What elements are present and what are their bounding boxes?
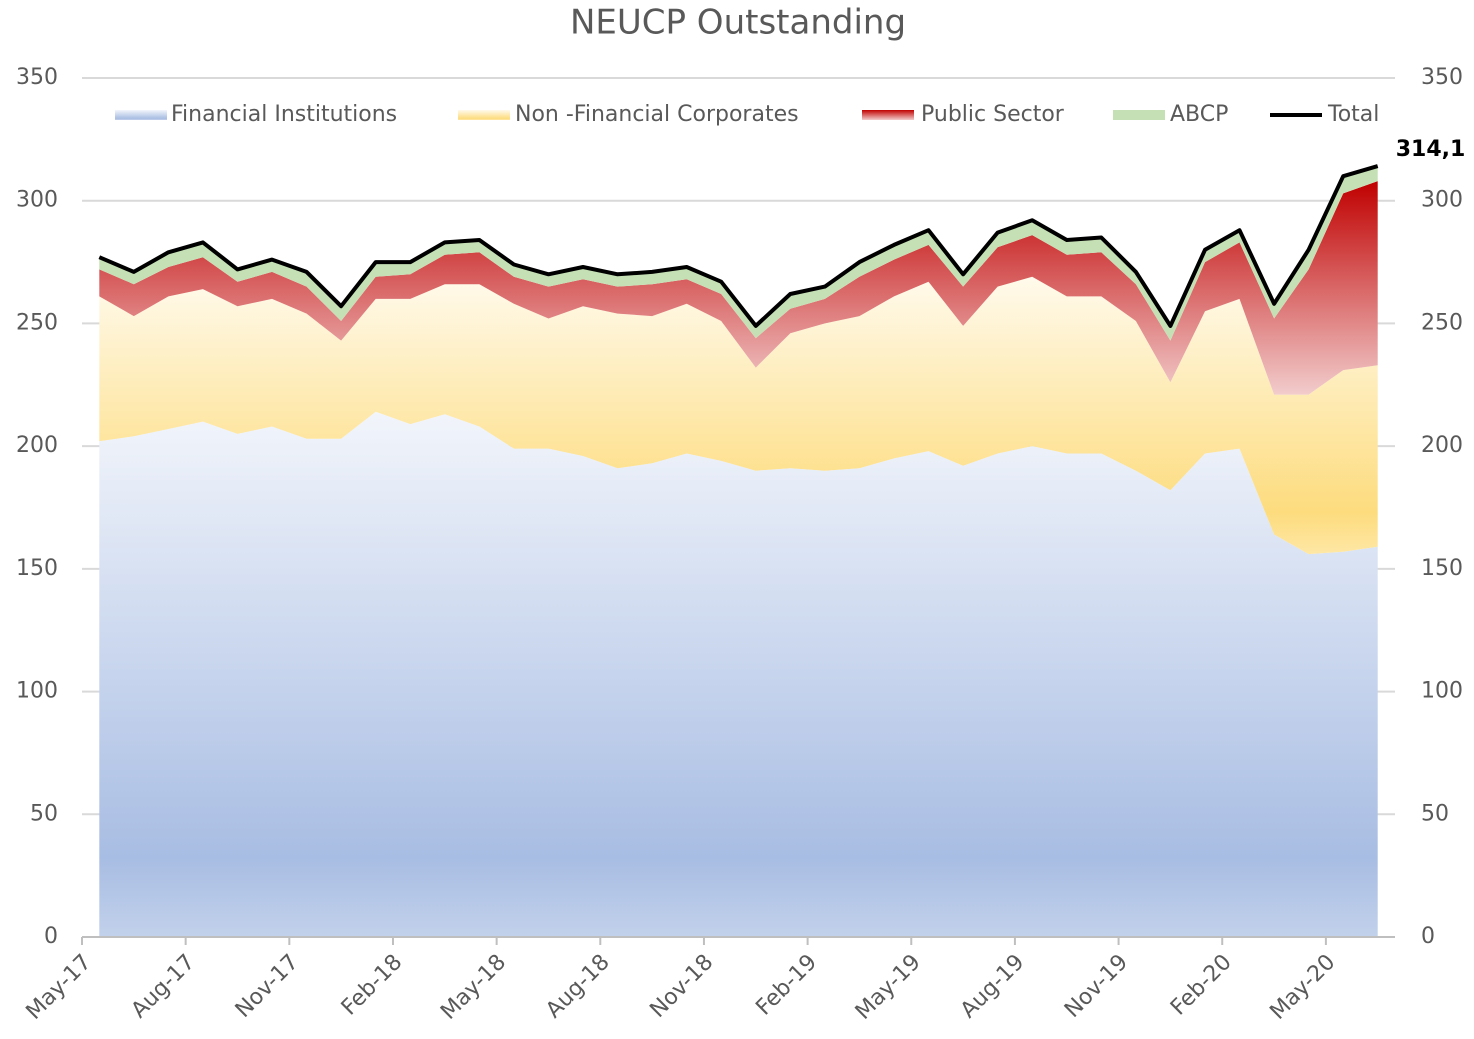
legend-swatch xyxy=(458,110,510,120)
chart-title: NEUCP Outstanding xyxy=(570,3,906,43)
x-tick-label: Nov-19 xyxy=(1060,950,1133,1023)
y-tick-label: 100 xyxy=(16,679,58,704)
x-tick-label: Nov-18 xyxy=(645,950,718,1023)
x-tick-label: Aug-17 xyxy=(127,950,200,1023)
legend-label: Financial Institutions xyxy=(171,102,397,127)
legend-swatch xyxy=(115,110,167,120)
y2-tick-label: 150 xyxy=(1421,556,1463,581)
x-tick-label: Feb-19 xyxy=(751,950,822,1021)
y2-tick-label: 0 xyxy=(1421,924,1435,949)
y2-tick-label: 250 xyxy=(1421,310,1463,335)
y-tick-label: 200 xyxy=(16,433,58,458)
x-tick-label: May-18 xyxy=(436,950,511,1025)
legend-label: ABCP xyxy=(1170,102,1228,127)
legend-label: Non -Financial Corporates xyxy=(515,102,799,127)
y-tick-label: 300 xyxy=(16,188,58,213)
y2-tick-label: 100 xyxy=(1421,679,1463,704)
y-tick-label: 250 xyxy=(16,310,58,335)
legend-swatch xyxy=(862,110,914,120)
y2-tick-label: 200 xyxy=(1421,433,1463,458)
area xyxy=(99,181,1378,395)
y-tick-label: 150 xyxy=(16,556,58,581)
y-tick-label: 350 xyxy=(16,65,58,90)
x-tick-label: May-17 xyxy=(22,950,97,1025)
x-tick-label: Feb-20 xyxy=(1166,950,1237,1021)
y2-tick-label: 300 xyxy=(1421,188,1463,213)
x-tick-label: May-19 xyxy=(851,950,926,1025)
x-tick-label: Aug-18 xyxy=(541,950,614,1023)
x-tick-label: May-20 xyxy=(1265,950,1340,1025)
data-label: 314,1 xyxy=(1396,137,1466,162)
legend-label: Total xyxy=(1327,102,1379,127)
legend-label: Public Sector xyxy=(921,102,1065,127)
area xyxy=(99,276,1378,555)
legend-swatch xyxy=(1113,110,1165,120)
y-tick-label: 50 xyxy=(30,801,58,826)
y-tick-label: 0 xyxy=(44,924,58,949)
total-line xyxy=(98,164,1379,328)
x-tick-label: Feb-18 xyxy=(337,950,408,1021)
y2-tick-label: 350 xyxy=(1421,65,1463,90)
area xyxy=(99,411,1378,937)
x-tick-label: Nov-17 xyxy=(231,950,304,1023)
x-tick-label: Aug-19 xyxy=(956,950,1029,1023)
y2-tick-label: 50 xyxy=(1421,801,1449,826)
